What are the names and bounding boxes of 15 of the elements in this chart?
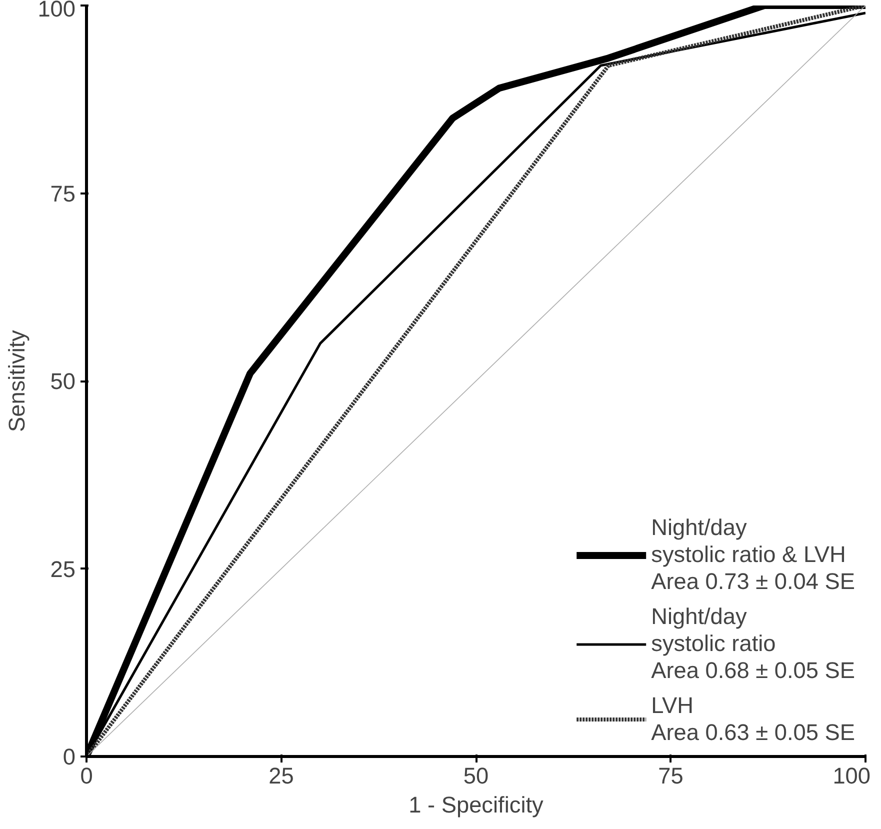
y-axis-title: Sensitivity xyxy=(4,329,30,432)
x-tick-label: 75 xyxy=(658,762,684,788)
x-tick-label: 25 xyxy=(268,762,294,788)
x-axis-title: 1 - Specificity xyxy=(408,792,544,818)
x-tick-label: 0 xyxy=(80,762,93,788)
x-tick-label: 100 xyxy=(832,762,871,788)
legend-label: Night/day systolic ratio & LVH Area 0.73 ± 0.04 SE xyxy=(651,514,855,595)
x-tick-label: 50 xyxy=(463,762,489,788)
y-tick-label: 100 xyxy=(38,0,76,22)
legend-label: LVH Area 0.63 ± 0.05 SE xyxy=(651,692,855,746)
legend-label: Night/day systolic ratio Area 0.68 ± 0.05 SE xyxy=(651,603,855,684)
y-tick-label: 25 xyxy=(50,556,76,582)
y-tick-label: 0 xyxy=(62,744,76,770)
y-tick-label: 50 xyxy=(50,368,76,394)
y-tick-label: 75 xyxy=(50,180,76,206)
